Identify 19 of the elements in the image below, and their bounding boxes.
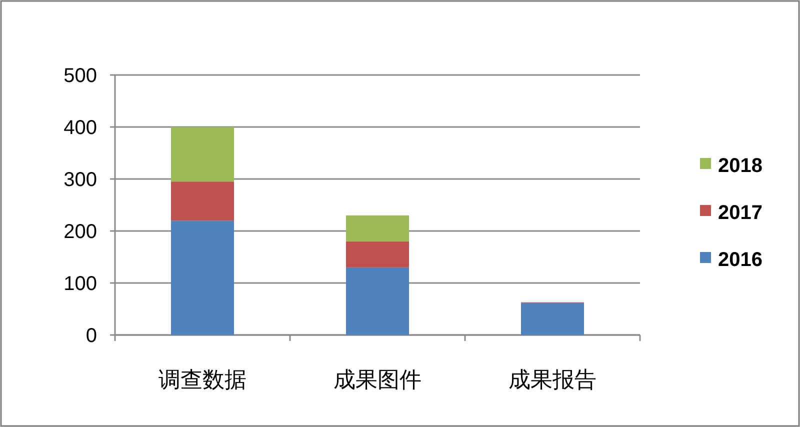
y-tick-label: 0 (86, 325, 97, 347)
x-tick-label: 成果报告 (508, 367, 596, 392)
y-tick-label: 500 (64, 65, 97, 87)
legend-label: 2017 (718, 202, 762, 224)
y-tick-label: 200 (64, 221, 97, 243)
bar (346, 215, 409, 242)
legend-label: 2016 (718, 249, 762, 271)
bar (521, 302, 584, 335)
y-tick-label: 400 (64, 117, 97, 139)
bar (171, 182, 234, 221)
bar (346, 241, 409, 268)
bar (171, 220, 234, 335)
x-tick-label: 成果图件 (334, 367, 422, 392)
bar (171, 127, 234, 182)
y-tick-label: 100 (64, 273, 97, 295)
bar (346, 267, 409, 335)
legend-label: 2018 (718, 155, 762, 177)
x-tick-label: 调查数据 (158, 367, 246, 392)
y-tick-label: 300 (64, 169, 97, 191)
